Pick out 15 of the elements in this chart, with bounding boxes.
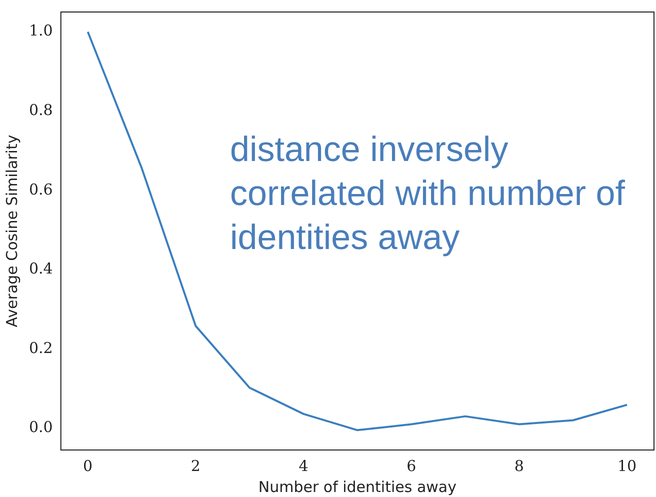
y-tick-label: 0.8 [28,100,53,119]
x-tick-label: 2 [190,456,200,475]
x-axis-title: Number of identities away [258,478,457,496]
x-tick-label: 6 [406,456,416,475]
y-tick-label: 0.6 [28,180,53,198]
x-tick-label: 8 [514,456,524,475]
y-tick-label: 1.0 [28,22,53,40]
y-axis-title: Average Cosine Similarity [2,134,21,328]
y-tick-label: 0.2 [28,338,53,357]
x-tick-label: 10 [617,456,637,475]
x-tick-label: 4 [298,456,308,475]
annotation: distance inversely correlated with number of identities away [230,129,626,259]
x-tick-label: 0 [83,456,93,475]
y-tick-label: 0.4 [28,260,53,278]
y-tick-label: 0.0 [28,418,53,436]
